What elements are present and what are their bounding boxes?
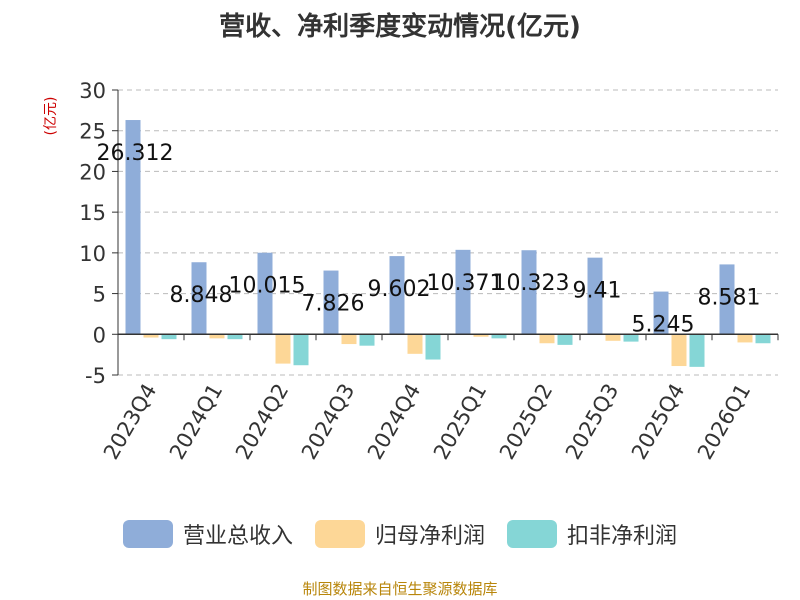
source-note: 制图数据来自恒生聚源数据库 <box>302 580 498 598</box>
y-tick-label: 20 <box>79 160 106 184</box>
bar-2025Q2-series-0 <box>521 250 537 335</box>
data-label: 8.848 <box>170 283 233 308</box>
bar-2024Q4-series-2 <box>425 334 441 360</box>
bar-2025Q4-series-0 <box>653 291 669 335</box>
bar-2024Q1-series-2 <box>227 334 243 340</box>
data-label: 26.312 <box>97 141 174 166</box>
y-tick-label: 25 <box>79 120 106 144</box>
bar-2023Q4-series-1 <box>143 334 159 338</box>
data-label: 8.581 <box>698 285 761 310</box>
bar-2024Q1-series-0 <box>191 262 207 335</box>
x-tick-label: 2025Q3 <box>561 380 623 464</box>
bar-2025Q3-series-0 <box>587 257 603 335</box>
legend-item-net-profit[interactable]: 归母净利润 <box>314 518 485 550</box>
y-tick-label: 10 <box>79 242 106 266</box>
x-tick-label: 2025Q4 <box>627 380 689 464</box>
x-tick-label: 2025Q2 <box>495 380 557 464</box>
x-tick-label: 2024Q3 <box>297 380 359 464</box>
bar-2026Q1-series-2 <box>755 334 771 344</box>
x-tick-label: 2024Q4 <box>363 380 425 464</box>
bar-2025Q1-series-0 <box>455 249 471 335</box>
legend-swatch-revenue <box>122 520 173 548</box>
legend-item-revenue[interactable]: 营业总收入 <box>122 518 293 550</box>
y-tick-label: 0 <box>93 323 106 347</box>
bar-2024Q2-series-2 <box>293 334 309 366</box>
legend-label-deducted-net-profit: 扣非净利润 <box>567 524 678 549</box>
y-tick-label: 15 <box>79 201 106 225</box>
y-tick-label: -5 <box>85 364 106 388</box>
bar-2024Q3-series-1 <box>341 334 357 345</box>
bar-2023Q4-series-2 <box>161 334 177 340</box>
bar-2024Q2-series-0 <box>257 252 273 335</box>
bar-2023Q4-series-0 <box>125 120 141 335</box>
y-tick-label: 30 <box>79 79 106 103</box>
chart-title: 营收、净利季度变动情况(亿元) <box>219 12 581 42</box>
x-tick-label: 2023Q4 <box>99 380 161 464</box>
x-tick-label: 2025Q1 <box>429 380 491 464</box>
data-label: 10.371 <box>427 271 504 296</box>
bar-2024Q4-series-1 <box>407 334 423 354</box>
legend-swatch-net-profit <box>314 520 365 548</box>
legend-label-net-profit: 归母净利润 <box>374 524 485 549</box>
bar-2026Q1-series-0 <box>719 264 735 335</box>
legend-swatch-deducted-net-profit <box>507 520 557 548</box>
bar-2025Q3-series-2 <box>623 334 639 342</box>
data-label: 9.41 <box>573 279 622 304</box>
bar-layer <box>125 120 771 367</box>
bar-2025Q1-series-1 <box>473 334 489 337</box>
bar-2024Q4-series-0 <box>389 256 405 335</box>
data-label: 10.015 <box>229 274 306 299</box>
data-label: 7.826 <box>302 292 365 317</box>
bar-2024Q1-series-1 <box>209 334 225 339</box>
legend-label-revenue: 营业总收入 <box>182 524 293 549</box>
bar-2026Q1-series-1 <box>737 334 753 343</box>
data-label: 10.323 <box>493 271 570 296</box>
bar-2024Q3-series-0 <box>323 270 339 335</box>
bar-2025Q1-series-2 <box>491 334 507 339</box>
data-label: 9.602 <box>368 277 431 302</box>
legend-item-deducted-net-profit[interactable]: 扣非净利润 <box>507 518 677 550</box>
bar-2025Q3-series-1 <box>605 334 621 341</box>
bar-2025Q4-series-2 <box>689 334 705 367</box>
x-tick-label: 2024Q2 <box>231 380 293 464</box>
bar-2025Q2-series-2 <box>557 334 573 345</box>
x-tick-label: 2024Q1 <box>165 380 227 464</box>
y-tick-label: 5 <box>93 283 106 307</box>
bar-2025Q2-series-1 <box>539 334 555 344</box>
bar-2025Q4-series-1 <box>671 334 687 367</box>
legend: 营业总收入 归母净利润 扣非净利润 <box>0 518 800 550</box>
bar-2024Q2-series-1 <box>275 334 291 364</box>
data-label: 5.245 <box>632 313 695 338</box>
x-tick-label: 2026Q1 <box>693 380 755 464</box>
bar-2024Q3-series-2 <box>359 334 375 346</box>
